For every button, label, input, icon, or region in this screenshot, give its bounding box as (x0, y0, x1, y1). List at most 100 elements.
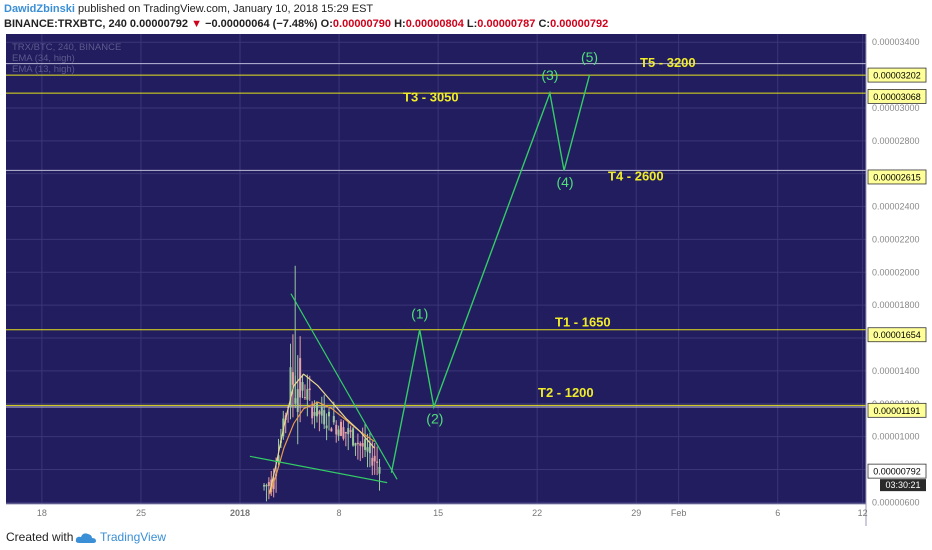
time-axis[interactable]: 18 25 2018 8 15 22 29 Feb 6 12 (37, 508, 868, 518)
candle-body (301, 382, 304, 391)
x-tick-label: 2018 (230, 508, 250, 518)
candle-body (337, 429, 340, 436)
candle-body (313, 411, 316, 416)
grid-lines (6, 34, 866, 504)
publish-line: DawidZbinski published on TradingView.co… (4, 3, 373, 15)
x-tick-label: 6 (775, 508, 780, 518)
candle-body (335, 424, 338, 435)
candle-body (349, 430, 352, 432)
candle-body (354, 443, 357, 446)
triangle-down-icon: ▼ (191, 18, 202, 30)
candle-body (311, 406, 314, 419)
created-with-text: Created with (6, 530, 74, 544)
price-tag-text: 0.00001191 (874, 406, 921, 416)
current-price-tag (867, 463, 927, 479)
open-value: 0.00000790 (332, 18, 392, 30)
candle-body (320, 406, 323, 416)
ema-34-line (269, 401, 375, 495)
legend-item: EMA (34, high) (12, 53, 75, 64)
candle-body (318, 411, 321, 415)
target-label: T3 - 3050 (403, 89, 459, 104)
y-tick-label: 0.00002200 (872, 234, 920, 244)
ema-lines (269, 373, 375, 495)
x-tick-label: 22 (532, 508, 542, 518)
target-lines (6, 63, 866, 408)
price-axis[interactable]: 0.000034000.000032000.000030000.00002800… (867, 37, 927, 507)
candle-body (330, 428, 333, 432)
price-tag (867, 89, 927, 104)
candle-body (277, 455, 280, 463)
current-price-text: 0.00000792 (873, 467, 921, 477)
close-value: 0.00000792 (550, 18, 609, 30)
candle-body (296, 389, 299, 412)
tradingview-brand[interactable]: TradingView (100, 530, 167, 544)
candle-body (371, 457, 374, 466)
price-chart[interactable]: T1 - 1650 T2 - 1200 T3 - 3050 T4 - 2600 T5 -… (0, 34, 932, 526)
candle-body (359, 443, 362, 446)
candle-body (289, 367, 292, 408)
candle-body (352, 428, 355, 446)
candle-body (303, 397, 306, 399)
candle-body (263, 484, 266, 487)
open-label: O: (320, 18, 333, 30)
wave-label: (1) (411, 305, 428, 321)
x-tick-label: 29 (631, 508, 641, 518)
x-tick-label: 12 (858, 508, 868, 518)
ema-13-line (269, 373, 375, 493)
y-tick-label: 0.00002000 (872, 267, 920, 277)
annotation-labels: T1 - 1650 T2 - 1200 T3 - 3050 T4 - 2600 T5 -… (403, 49, 696, 427)
legend-item: EMA (13, high) (12, 64, 75, 75)
price-change: −0.00000064 (−7.48%) (205, 18, 318, 30)
wave-label: (4) (556, 174, 573, 190)
x-tick-label: 25 (136, 508, 146, 518)
wave-path (390, 74, 591, 473)
target-label: T5 - 3200 (640, 55, 696, 70)
x-tick-label: 8 (337, 508, 342, 518)
y-tick-label: 0.00002400 (872, 202, 920, 212)
low-label: L: (466, 18, 478, 30)
candle-body (376, 461, 379, 463)
wave-label: (3) (541, 67, 558, 83)
price-tag-text: 0.00001654 (873, 330, 921, 340)
candle-body (340, 421, 343, 436)
target-label: T2 - 1200 (538, 385, 594, 400)
plot-area[interactable] (6, 34, 866, 504)
wave-label: (2) (426, 410, 443, 426)
target-label: T4 - 2600 (608, 168, 664, 183)
price-tag-text: 0.00003202 (873, 71, 921, 81)
low-value: 0.00000787 (477, 18, 536, 30)
candle-body (366, 447, 369, 452)
candle-body (267, 482, 270, 486)
countdown-text: 03:30:21 (885, 480, 920, 490)
symbol-name: BINANCE:TRXBTC, 240 (4, 18, 127, 30)
y-tick-label: 0.00001000 (872, 432, 920, 442)
tradingview-cloud-icon (75, 533, 96, 543)
author-link[interactable]: DawidZbinski (4, 3, 75, 15)
publish-info: published on TradingView.com, January 10… (77, 3, 374, 15)
y-tick-label: 0.00001800 (872, 300, 920, 310)
y-tick-label: 0.00000600 (872, 497, 920, 507)
close-label: C: (538, 18, 551, 30)
candle-body (373, 455, 376, 462)
countdown-tag (880, 479, 926, 492)
trendlines (249, 293, 398, 484)
candle-body (265, 484, 268, 487)
x-tick-label: Feb (671, 508, 687, 518)
candle-body (347, 428, 350, 435)
candle-body (356, 442, 359, 445)
price-tag-text: 0.00002615 (873, 172, 921, 182)
candle-body (378, 466, 381, 474)
trendline (249, 455, 388, 484)
candle-body (325, 425, 328, 429)
last-price: 0.00000792 (129, 18, 189, 30)
candle-body (332, 416, 335, 423)
trendline (290, 293, 398, 480)
price-tag (867, 402, 927, 418)
symbol-line: BINANCE:TRXBTC, 240 0.00000792 ▼ −0.0000… (4, 18, 608, 30)
candle-body (368, 443, 371, 454)
elliott-wave (390, 74, 591, 473)
chart-header: DawidZbinski published on TradingView.co… (0, 0, 932, 34)
candle-body (344, 431, 347, 434)
candle-body (323, 410, 326, 425)
